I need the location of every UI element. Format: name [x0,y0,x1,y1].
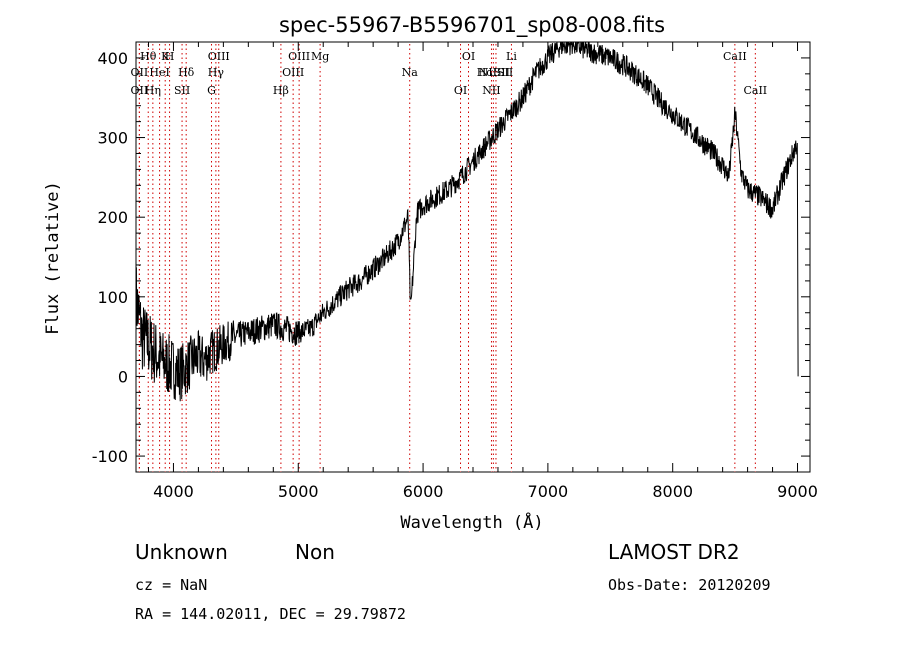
x-tick-label: 5000 [278,482,319,501]
emission-line-label: OIII [208,50,230,63]
emission-line-label: NIISII [479,66,514,79]
x-tick-label: 6000 [403,482,444,501]
coordinates: RA = 144.02011, DEC = 29.79872 [135,605,406,623]
y-tick-label: -100 [92,447,128,466]
y-tick-label: 200 [97,208,128,227]
emission-line-label: CaII [743,84,767,97]
y-tick-label: 100 [97,288,128,307]
plot-frame [135,41,811,473]
emission-line-label: G [207,84,216,97]
observation-date: Obs-Date: 20120209 [608,576,771,594]
y-tick-label: 400 [97,49,128,68]
object-subclass: Non [295,540,335,564]
emission-line-label: Hδ [178,66,195,79]
emission-line-label: Hγ [208,66,225,79]
y-tick-label: 300 [97,129,128,148]
emission-line-label: NII [482,84,500,97]
y-axis-label: Flux (relative) [43,181,63,335]
emission-line-label: OI [462,50,475,63]
survey-name: LAMOST DR2 [608,540,740,564]
emission-line-label: Hβ [273,84,289,97]
emission-line-label: OII [131,84,149,97]
x-tick-label: 4000 [153,482,194,501]
emission-line-label: Hθ [140,50,157,63]
x-tick-label: 9000 [777,482,818,501]
object-type: Unknown [135,540,228,564]
emission-line-label: HαSII [477,66,510,79]
spectrum-series-line [135,41,799,402]
y-tick-label: 0 [118,367,128,386]
emission-line-label: SII [174,84,190,97]
emission-line-label: OI [454,84,467,97]
emission-line-label: K [161,50,170,63]
x-axis-label: Wavelength (Å) [400,511,543,533]
emission-line-label: Na [402,66,419,79]
redshift-cz: cz = NaN [135,576,207,594]
emission-line-label: CaII [723,50,747,63]
emission-line-label: Hη [145,84,161,97]
chart-title: spec-55967-B5596701_sp08-008.fits [279,13,665,38]
emission-line-label: H [165,50,175,63]
emission-line-label: OIII [282,66,304,79]
emission-line-label: OIII [288,50,310,63]
emission-line-label: HeI [149,66,169,79]
x-tick-label: 7000 [528,482,569,501]
emission-line-label: Li [506,50,517,63]
emission-line-label: Mg [311,50,329,63]
x-tick-label: 8000 [652,482,693,501]
